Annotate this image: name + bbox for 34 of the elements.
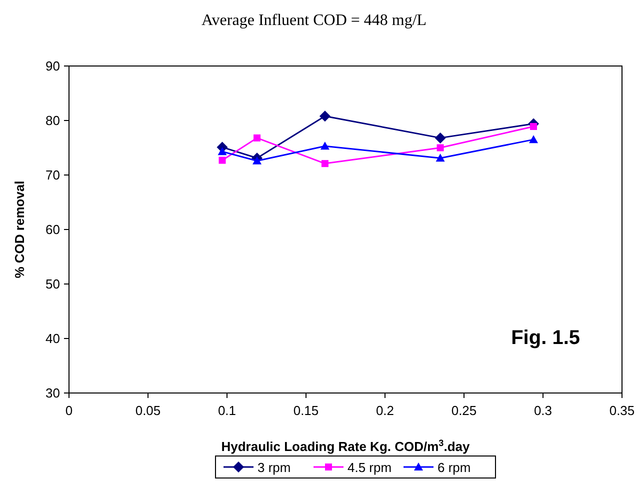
x-tick-label: 0.05 (135, 403, 161, 418)
point (254, 134, 261, 142)
x-tick-label: 0.25 (451, 403, 477, 418)
point (321, 160, 328, 168)
y-axis-title: % COD removal (12, 180, 27, 278)
x-tick-label: 0.15 (293, 403, 319, 418)
y-tick-label: 90 (46, 58, 60, 74)
x-tick-label: 0 (65, 403, 73, 418)
point (319, 110, 330, 122)
y-tick-label: 40 (46, 331, 60, 346)
point (436, 154, 445, 162)
y-tick-label: 80 (46, 113, 60, 128)
y-tick-label: 60 (46, 222, 60, 238)
point (218, 147, 227, 156)
legend-label: 4.5 rpm (348, 460, 392, 475)
point (529, 135, 538, 144)
point (434, 132, 446, 144)
legend-label: 3 rpm (258, 460, 291, 475)
point (320, 142, 330, 150)
y-tick-label: 50 (46, 276, 60, 292)
x-tick-label: 0.3 (534, 403, 552, 418)
point (218, 156, 226, 164)
point (530, 122, 538, 130)
annotation: Fig. 1.5 (511, 327, 580, 349)
point (252, 156, 262, 164)
x-axis-title: Hydraulic Loading Rate Kg. COD/m$^{3}$.day (221, 438, 471, 454)
y-tick-label: 30 (46, 386, 60, 401)
x-tick-label: 0.2 (376, 403, 394, 418)
y-tick-label: 70 (46, 168, 60, 183)
x-tick-label: 0.1 (218, 403, 236, 418)
legend-label: 6 rpm (438, 460, 471, 475)
chart-title: Average Influent COD = 448 mg/L (201, 12, 427, 29)
x-tick-label: 0.35 (609, 403, 635, 418)
point (436, 144, 444, 152)
